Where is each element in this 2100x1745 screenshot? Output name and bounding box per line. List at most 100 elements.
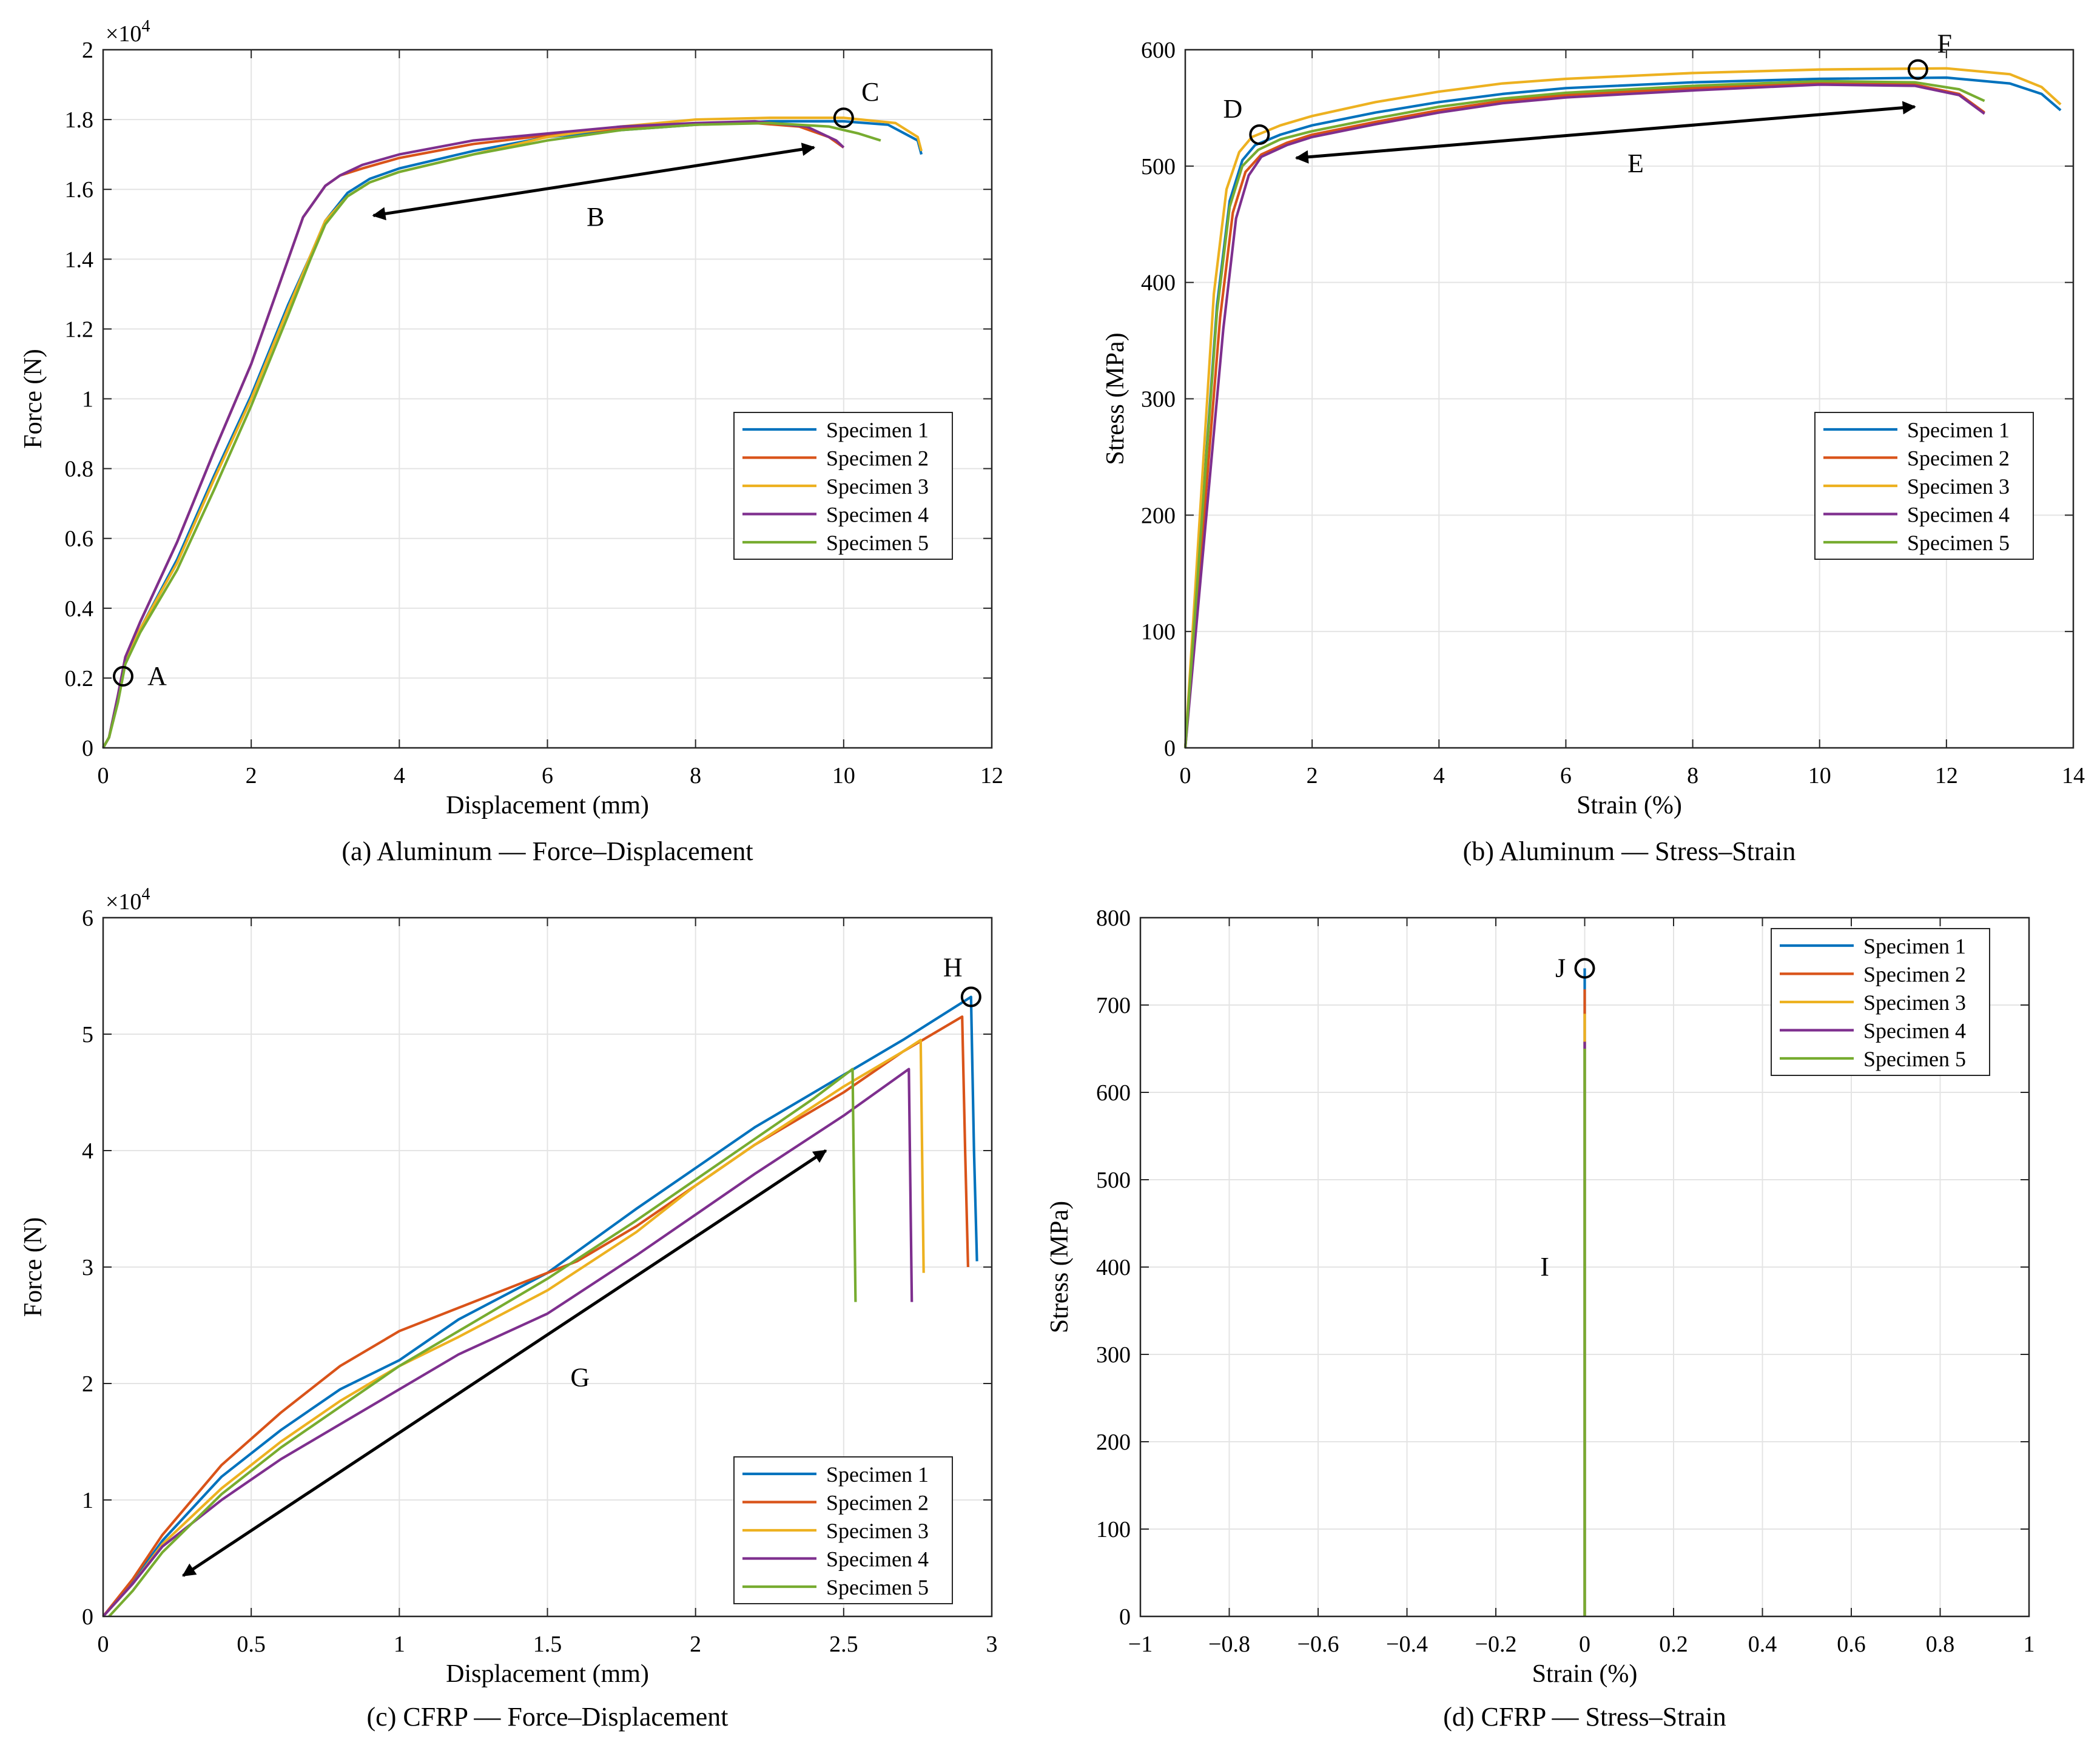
y-tick-label: 0.6 xyxy=(65,526,94,552)
annotation-arrow xyxy=(182,1149,827,1577)
x-tick-label: 0.4 xyxy=(1748,1632,1777,1657)
x-tick-label: 8 xyxy=(690,763,701,788)
y-axis-label: Force (N) xyxy=(19,349,47,448)
plot-frame xyxy=(102,916,993,1618)
y-tick-label: 0.2 xyxy=(65,666,94,691)
y-tick-label: 1 xyxy=(82,387,93,412)
annotation-marker xyxy=(1249,124,1270,146)
y-tick-label: 1.8 xyxy=(65,107,94,133)
plot-frame xyxy=(102,49,993,749)
annotation-marker xyxy=(1907,59,1928,80)
y-tick-label: 1.2 xyxy=(65,317,94,342)
annotation-marker xyxy=(960,986,981,1007)
legend: Specimen 1 Specimen 2 Specimen 3 Specimen 4… xyxy=(733,412,953,560)
annotation-label: C xyxy=(861,77,879,107)
annotation-label: A xyxy=(147,661,167,691)
y-tick-label: 500 xyxy=(1096,1168,1131,1193)
legend: Specimen 1 Specimen 2 Specimen 3 Specimen 4… xyxy=(1814,412,2034,560)
legend-entry-3: Specimen 3 xyxy=(1907,474,2010,499)
x-tick-label: 2 xyxy=(246,763,257,788)
x-tick-label: 1.5 xyxy=(533,1632,562,1657)
annotation-arrow xyxy=(1294,101,1916,164)
legend-box xyxy=(733,1456,953,1604)
y-axis-label: Stress (MPa) xyxy=(1046,1201,1074,1333)
y-tick-label: 1 xyxy=(82,1488,93,1513)
legend: Specimen 1 Specimen 2 Specimen 3 Specimen 4… xyxy=(1771,928,1990,1076)
x-tick-label: 2.5 xyxy=(829,1632,858,1657)
legend-entry-3: Specimen 3 xyxy=(826,474,929,499)
annotation-label: D xyxy=(1223,94,1242,124)
y-multiplier-exponent: 4 xyxy=(141,17,150,36)
x-tick-label: 1 xyxy=(394,1632,405,1657)
legend-entry-5: Specimen 5 xyxy=(826,531,929,555)
x-tick-label: 6 xyxy=(1560,763,1572,788)
y-axis-label: Force (N) xyxy=(19,1217,47,1317)
caption: (c) CFRP — Force–Displacement xyxy=(367,1702,729,1732)
legend-entry-4: Specimen 4 xyxy=(826,1547,929,1572)
x-tick-label: 4 xyxy=(1433,763,1445,788)
annotation-label: F xyxy=(1937,29,1952,59)
y-tick-label: 0 xyxy=(1119,1604,1131,1630)
legend-entry-3: Specimen 3 xyxy=(826,1519,929,1543)
series-line-4 xyxy=(102,119,845,749)
x-tick-label: 6 xyxy=(542,763,553,788)
x-tick-label: −0.4 xyxy=(1386,1632,1428,1657)
legend: Specimen 1 Specimen 2 Specimen 3 Specimen 4… xyxy=(733,1456,953,1604)
legend-entry-5: Specimen 5 xyxy=(1863,1047,1966,1071)
y-tick-label: 200 xyxy=(1141,503,1176,528)
chart-2: 0 2 4 6 8 10 12 14 0 100 200 300 400 500 600 D E F Strain … xyxy=(1102,29,2085,866)
y-multiplier-base: ×10 xyxy=(106,21,141,47)
legend-entry-1: Specimen 1 xyxy=(826,418,929,442)
legend-entry-1: Specimen 1 xyxy=(1907,418,2010,442)
y-tick-label: 1.4 xyxy=(65,247,94,272)
y-tick-label: 0 xyxy=(1164,736,1176,761)
y-tick-label: 100 xyxy=(1141,619,1176,645)
caption: (a) Aluminum — Force–Displacement xyxy=(342,836,753,866)
x-tick-label: 0 xyxy=(1180,763,1191,788)
x-axis-label: Strain (%) xyxy=(1532,1660,1638,1688)
x-tick-label: −1 xyxy=(1128,1632,1153,1657)
chart-4: −1 −0.8 −0.6 −0.4 −0.2 0 0.2 0.4 0.6 0.8 1 0 100 200 3… xyxy=(1046,906,2035,1732)
legend-entry-5: Specimen 5 xyxy=(1907,531,2010,555)
x-tick-label: 1 xyxy=(2024,1632,2035,1657)
caption: (b) Aluminum — Stress–Strain xyxy=(1463,836,1796,866)
x-tick-label: 8 xyxy=(1687,763,1698,788)
annotation-label: J xyxy=(1555,953,1566,983)
legend-entry-2: Specimen 2 xyxy=(826,1491,929,1515)
legend-entry-1: Specimen 1 xyxy=(826,1462,929,1487)
y-tick-label: 700 xyxy=(1096,993,1131,1018)
legend-entry-4: Specimen 4 xyxy=(1863,1019,1966,1043)
x-tick-label: 0.8 xyxy=(1926,1632,1955,1657)
annotation-label: H xyxy=(943,953,963,983)
y-axis-label: Stress (MPa) xyxy=(1102,332,1129,465)
annotation-arrow xyxy=(372,143,816,221)
annotation-marker xyxy=(1574,958,1595,979)
x-tick-label: −0.2 xyxy=(1475,1632,1517,1657)
series-line-5 xyxy=(102,121,881,749)
x-tick-label: 0 xyxy=(98,763,109,788)
legend-entry-4: Specimen 4 xyxy=(1907,503,2010,527)
legend-entry-3: Specimen 3 xyxy=(1863,990,1966,1015)
x-tick-label: −0.8 xyxy=(1208,1632,1250,1657)
legend-entry-4: Specimen 4 xyxy=(826,503,929,527)
x-tick-label: 10 xyxy=(832,763,855,788)
x-tick-label: 0 xyxy=(98,1632,109,1657)
y-tick-label: 0.4 xyxy=(65,596,94,622)
y-tick-label: 0 xyxy=(82,1604,93,1630)
y-tick-label: 300 xyxy=(1096,1342,1131,1368)
annotation-label: G xyxy=(570,1362,590,1392)
x-axis-label: Displacement (mm) xyxy=(446,792,649,819)
x-tick-label: 0.5 xyxy=(237,1632,266,1657)
x-tick-label: 0.2 xyxy=(1659,1632,1688,1657)
x-tick-label: 10 xyxy=(1808,763,1831,788)
legend-entry-2: Specimen 2 xyxy=(1863,963,1966,987)
y-tick-label: 0 xyxy=(82,736,93,761)
x-axis-label: Strain (%) xyxy=(1577,792,1682,819)
x-tick-label: 3 xyxy=(986,1632,998,1657)
annotation-marker xyxy=(833,107,854,129)
x-tick-label: 12 xyxy=(1935,763,1958,788)
y-tick-label: 600 xyxy=(1141,38,1176,63)
x-tick-label: −0.6 xyxy=(1297,1632,1339,1657)
